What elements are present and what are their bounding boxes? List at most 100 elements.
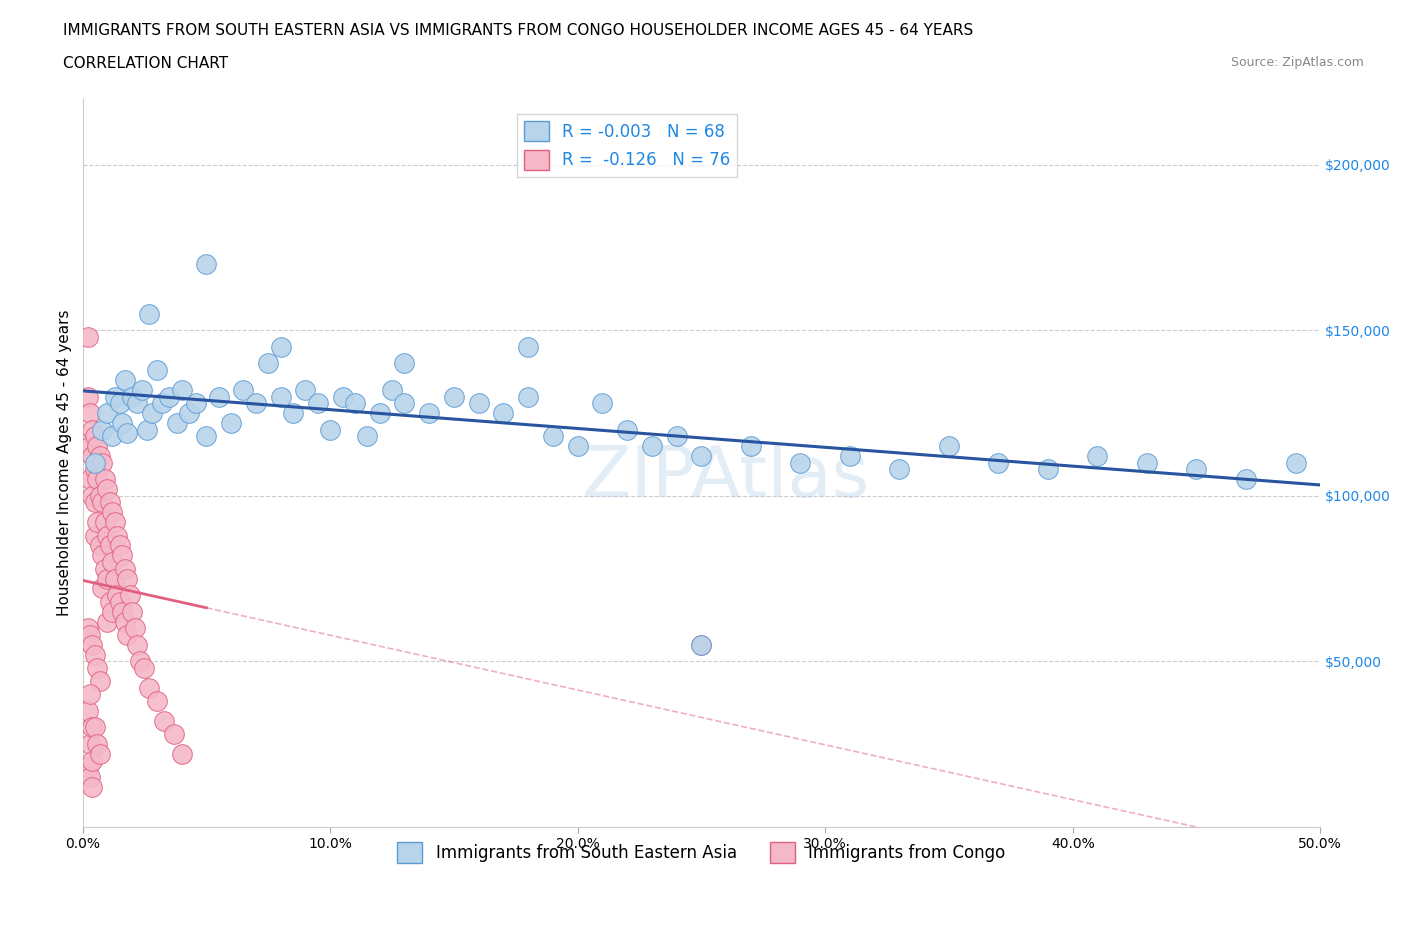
- Point: [101, 554, 124, 569]
- Point: [170, 382, 193, 397]
- Point: [76, 389, 98, 404]
- Point: [517, 339, 540, 354]
- Point: [105, 528, 128, 543]
- Point: [91, 456, 114, 471]
- Point: [128, 654, 150, 669]
- Point: [118, 588, 141, 603]
- Point: [195, 257, 218, 272]
- Point: [343, 395, 366, 410]
- Point: [394, 356, 416, 371]
- Point: [82, 720, 104, 735]
- Point: [1136, 456, 1159, 471]
- Point: [82, 637, 104, 652]
- Point: [394, 395, 416, 410]
- Point: [108, 538, 131, 552]
- Point: [131, 382, 153, 397]
- Point: [114, 561, 136, 576]
- Point: [114, 373, 136, 388]
- Point: [381, 382, 404, 397]
- Point: [82, 488, 104, 503]
- Point: [84, 462, 107, 477]
- Point: [86, 439, 108, 454]
- Point: [219, 416, 242, 431]
- Point: [150, 395, 173, 410]
- Point: [443, 389, 465, 404]
- Point: [166, 416, 188, 431]
- Point: [84, 528, 107, 543]
- Point: [146, 363, 169, 378]
- Point: [86, 660, 108, 675]
- Point: [319, 422, 342, 437]
- Point: [101, 505, 124, 520]
- Point: [91, 422, 114, 437]
- Point: [94, 561, 117, 576]
- Point: [690, 637, 713, 652]
- Point: [281, 405, 304, 420]
- Point: [138, 306, 160, 321]
- Point: [96, 405, 118, 420]
- Text: ZIPAtlas: ZIPAtlas: [582, 443, 870, 512]
- Point: [245, 395, 267, 410]
- Point: [98, 495, 121, 510]
- Point: [91, 495, 114, 510]
- Point: [105, 588, 128, 603]
- Point: [115, 571, 138, 586]
- Point: [82, 753, 104, 768]
- Point: [115, 426, 138, 441]
- Point: [163, 726, 186, 741]
- Point: [125, 637, 148, 652]
- Point: [89, 448, 111, 463]
- Point: [616, 422, 638, 437]
- Point: [96, 528, 118, 543]
- Point: [208, 389, 231, 404]
- Point: [79, 405, 101, 420]
- Point: [125, 395, 148, 410]
- Y-axis label: Householder Income Ages 45 - 64 years: Householder Income Ages 45 - 64 years: [58, 310, 72, 616]
- Point: [541, 429, 564, 444]
- Point: [467, 395, 489, 410]
- Point: [1036, 462, 1059, 477]
- Point: [86, 737, 108, 751]
- Point: [591, 395, 613, 410]
- Point: [1234, 472, 1257, 486]
- Point: [789, 456, 811, 471]
- Point: [91, 581, 114, 596]
- Point: [115, 628, 138, 643]
- Point: [186, 395, 208, 410]
- Point: [84, 720, 107, 735]
- Point: [101, 429, 124, 444]
- Point: [839, 448, 862, 463]
- Point: [79, 439, 101, 454]
- Point: [94, 472, 117, 486]
- Point: [641, 439, 664, 454]
- Point: [79, 472, 101, 486]
- Point: [82, 448, 104, 463]
- Point: [124, 620, 146, 635]
- Point: [270, 339, 292, 354]
- Point: [96, 482, 118, 497]
- Point: [86, 472, 108, 486]
- Point: [356, 429, 378, 444]
- Point: [89, 673, 111, 688]
- Point: [1284, 456, 1306, 471]
- Point: [153, 713, 176, 728]
- Point: [938, 439, 960, 454]
- Point: [889, 462, 911, 477]
- Legend: Immigrants from South Eastern Asia, Immigrants from Congo: Immigrants from South Eastern Asia, Immi…: [391, 836, 1012, 870]
- Point: [987, 456, 1010, 471]
- Point: [104, 515, 127, 530]
- Point: [740, 439, 762, 454]
- Point: [94, 515, 117, 530]
- Point: [82, 779, 104, 794]
- Point: [517, 389, 540, 404]
- Point: [567, 439, 589, 454]
- Point: [294, 382, 316, 397]
- Point: [138, 680, 160, 695]
- Point: [76, 329, 98, 344]
- Point: [177, 405, 200, 420]
- Point: [690, 448, 713, 463]
- Point: [76, 703, 98, 718]
- Point: [332, 389, 354, 404]
- Point: [84, 647, 107, 662]
- Point: [195, 429, 218, 444]
